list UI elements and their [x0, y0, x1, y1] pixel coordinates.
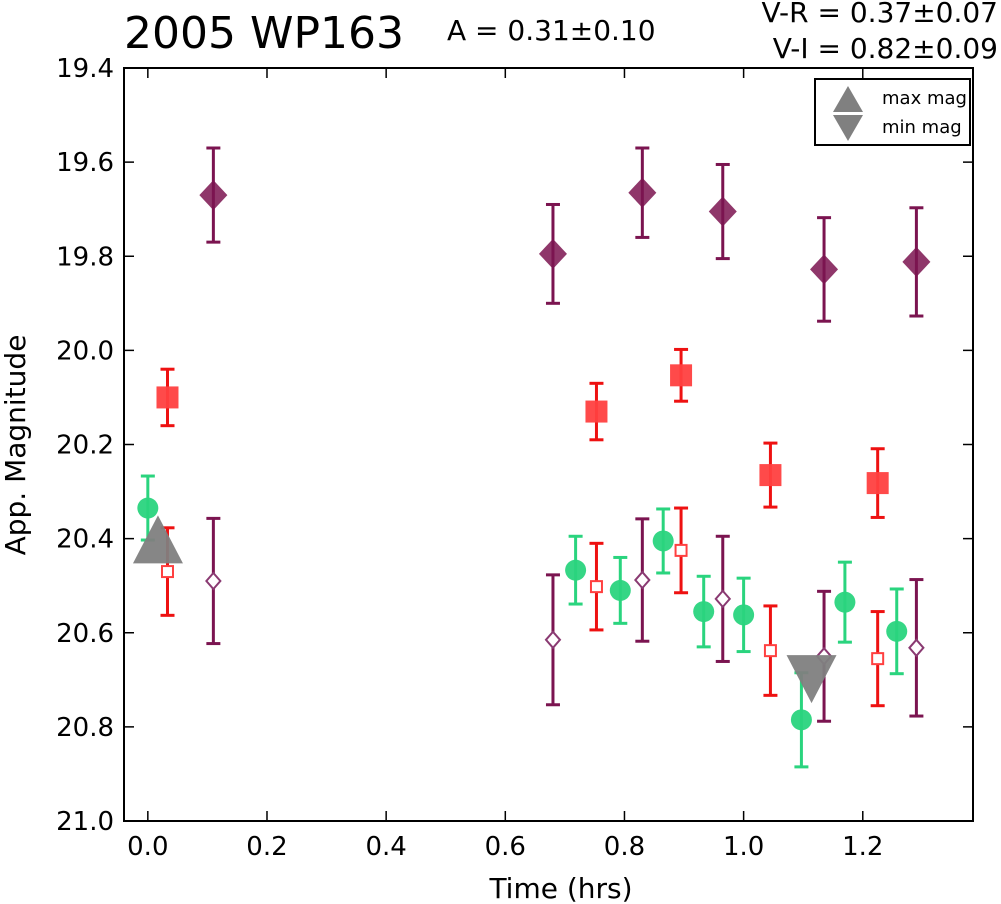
y-axis-label: App. Magnitude	[0, 335, 32, 556]
data-point-square	[585, 400, 608, 423]
y-tick-label: 19.6	[56, 148, 114, 178]
legend-item-min: min mag	[816, 113, 969, 143]
triangle-down-icon	[833, 115, 863, 141]
x-tick-label: 0.2	[246, 832, 287, 862]
data-point-square-open	[589, 580, 603, 594]
data-point-square-open	[871, 652, 885, 666]
y-tick-label: 19.8	[56, 242, 114, 272]
data-point-diamond-open	[714, 589, 732, 609]
max-mag-marker	[132, 515, 183, 564]
data-point-square	[759, 464, 782, 487]
data-point-square-open	[763, 644, 777, 658]
data-point-circle	[733, 604, 755, 626]
triangle-up-icon	[833, 86, 863, 112]
y-tick-label: 21.0	[56, 807, 114, 837]
data-point-circle	[834, 591, 856, 613]
x-tick-label: 1.0	[723, 832, 764, 862]
plot-frame	[123, 67, 974, 822]
data-point-diamond	[199, 180, 228, 211]
data-point-diamond	[708, 196, 737, 227]
x-tick-label: 0.4	[365, 832, 406, 862]
data-point-square-open	[674, 543, 688, 557]
chart-title: 2005 WP163	[124, 8, 404, 59]
data-point-diamond-open	[908, 638, 925, 658]
data-point-square	[156, 386, 179, 409]
min-mag-marker	[786, 655, 837, 704]
data-point-circle	[565, 559, 587, 581]
legend-item-max: max mag	[816, 84, 969, 114]
data-point-diamond	[902, 246, 931, 277]
amplitude-label: A = 0.31±0.10	[447, 14, 656, 47]
x-tick-label: 0.6	[485, 832, 526, 862]
data-point-diamond-open	[544, 630, 562, 650]
data-point-circle	[137, 497, 159, 519]
x-tick-label: 1.2	[842, 832, 883, 862]
data-point-circle	[693, 601, 715, 623]
legend-label-max: max mag	[882, 88, 967, 109]
color-vr-label: V-R = 0.37±0.07	[761, 0, 998, 29]
data-point-diamond	[810, 254, 839, 285]
y-tick-label: 20.8	[56, 713, 114, 743]
y-tick-label: 20.0	[56, 336, 114, 366]
legend: max mag min mag	[814, 78, 971, 146]
data-point-diamond	[628, 177, 657, 208]
data-point-circle	[609, 579, 631, 601]
y-tick-label: 20.2	[56, 431, 114, 461]
data-point-diamond-open	[634, 570, 651, 590]
data-point-diamond-open	[205, 571, 222, 591]
y-tick-label: 19.4	[56, 54, 114, 84]
x-tick-label: 0.0	[127, 832, 168, 862]
data-point-circle	[652, 530, 674, 552]
data-point-square	[670, 364, 693, 387]
y-tick-label: 20.6	[56, 619, 114, 649]
data-point-square-open	[160, 565, 174, 579]
y-tick-label: 20.4	[56, 525, 114, 555]
data-point-circle	[790, 709, 812, 731]
x-tick-label: 0.8	[604, 832, 645, 862]
data-point-diamond	[538, 238, 567, 269]
data-point-square	[866, 472, 889, 495]
x-axis-label: Time (hrs)	[488, 872, 632, 904]
color-vi-label: V-I = 0.82±0.09	[772, 32, 998, 65]
data-point-circle	[886, 620, 908, 642]
legend-label-min: min mag	[882, 117, 962, 138]
